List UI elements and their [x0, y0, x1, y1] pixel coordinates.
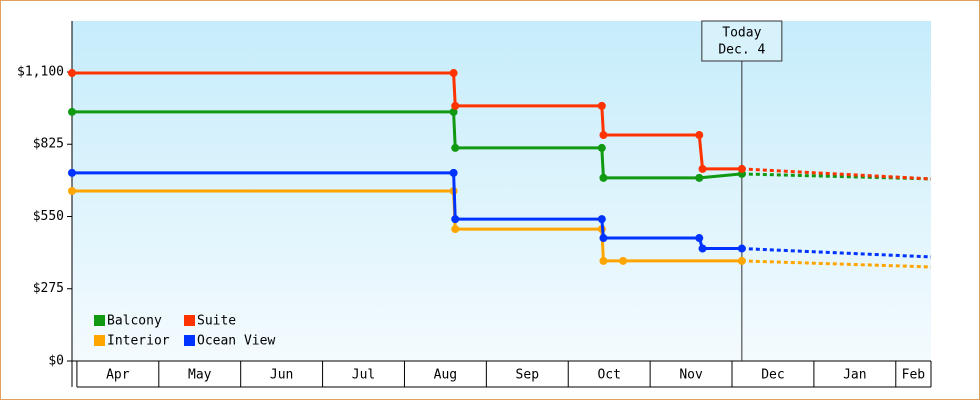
point	[449, 69, 458, 78]
legend-label: Ocean View	[197, 334, 275, 349]
y-tick-label: $0	[48, 354, 64, 369]
point	[599, 256, 608, 265]
point	[737, 244, 746, 253]
point	[449, 168, 458, 177]
point	[599, 234, 608, 243]
x-tick-label: Nov	[679, 368, 703, 383]
point	[737, 164, 746, 173]
point	[695, 234, 704, 243]
point	[449, 107, 458, 116]
x-tick-label: Jun	[270, 368, 293, 383]
legend-label: Balcony	[107, 314, 162, 329]
x-tick-label: Aug	[434, 368, 457, 383]
point	[698, 164, 707, 173]
x-tick-label: Dec	[761, 368, 784, 383]
point	[68, 187, 76, 195]
point	[68, 69, 76, 78]
y-tick-label: $825	[33, 137, 64, 152]
point	[737, 256, 746, 265]
today-box	[701, 20, 783, 62]
point	[68, 107, 76, 116]
x-tick-label: Jul	[352, 368, 375, 383]
x-tick-label: Apr	[106, 368, 130, 383]
legend-swatch	[94, 335, 105, 346]
x-tick-label: Sep	[516, 368, 540, 383]
x-tick-label: Feb	[902, 368, 926, 383]
today-label: Dec. 4	[718, 43, 765, 58]
legend-swatch	[184, 335, 195, 346]
legend-label: Suite	[197, 314, 236, 329]
y-tick-label: $275	[33, 281, 64, 296]
point	[597, 215, 606, 224]
y-tick-label: $1,100	[17, 64, 64, 79]
point	[619, 256, 628, 265]
y-tick-label: $550	[33, 209, 64, 224]
point	[695, 173, 704, 182]
forecast-line	[741, 167, 932, 181]
x-tick-label: Jan	[843, 368, 866, 383]
x-tick-label: Oct	[597, 368, 620, 383]
point	[695, 131, 704, 140]
legend-label: Interior	[107, 334, 170, 349]
forecast-line	[741, 247, 932, 259]
point	[597, 101, 606, 110]
point	[451, 225, 460, 234]
point	[597, 143, 606, 152]
point	[451, 101, 460, 110]
forecast-line	[741, 259, 932, 269]
point	[68, 168, 76, 177]
point	[599, 131, 608, 140]
x-tick-label: May	[188, 368, 212, 383]
point	[451, 215, 460, 224]
price-line	[72, 71, 742, 171]
point	[698, 244, 707, 253]
point	[599, 173, 608, 182]
today-label: Today	[722, 26, 761, 41]
point	[451, 143, 460, 152]
legend-swatch	[94, 315, 105, 326]
legend-swatch	[184, 315, 195, 326]
